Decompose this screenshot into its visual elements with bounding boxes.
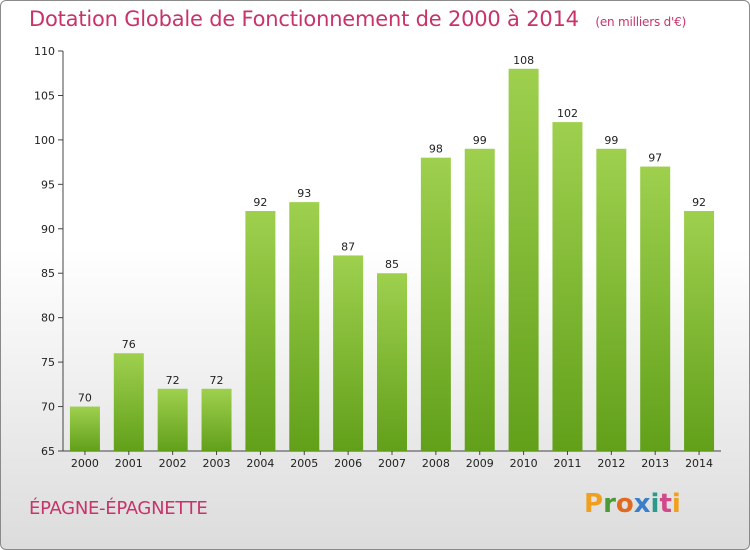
bar xyxy=(377,273,407,451)
bar-value-label: 76 xyxy=(122,338,136,351)
bar-value-label: 92 xyxy=(692,196,706,209)
bar xyxy=(245,211,276,451)
y-tick-label: 65 xyxy=(41,445,55,458)
x-tick-label: 2012 xyxy=(597,457,625,470)
x-tick-label: 2004 xyxy=(246,457,274,470)
chart-unit: (en milliers d'€) xyxy=(595,15,687,29)
bar xyxy=(201,388,232,451)
bar xyxy=(69,406,100,451)
x-tick-label: 2005 xyxy=(290,457,318,470)
bar xyxy=(508,68,539,452)
chart-title: Dotation Globale de Fonctionnement de 20… xyxy=(29,7,686,31)
x-tick-label: 2003 xyxy=(203,457,231,470)
x-tick-label: 2001 xyxy=(115,457,143,470)
x-tick-label: 2007 xyxy=(378,457,406,470)
bar-value-label: 93 xyxy=(297,187,311,200)
x-tick-label: 2013 xyxy=(641,457,669,470)
bar xyxy=(289,202,320,451)
logo-letter: i xyxy=(671,489,681,519)
bar-value-label: 99 xyxy=(604,134,618,147)
chart-axes: 65 70 75 80 85 90 95 100 105 110 2000 2001 2002 2003 2… xyxy=(34,45,721,470)
y-tick-label: 70 xyxy=(41,401,55,414)
x-tick-label: 2009 xyxy=(466,457,494,470)
commune-name: ÉPAGNE-ÉPAGNETTE xyxy=(29,498,208,519)
chart-bars: 70 76 72 72 92 93 87 85 98 99 108 102 99 97 92 xyxy=(69,54,715,452)
bar-value-label: 108 xyxy=(513,54,534,67)
bar-value-label: 92 xyxy=(253,196,267,209)
y-tick-label: 105 xyxy=(34,89,55,102)
bar xyxy=(596,148,627,451)
y-tick-label: 80 xyxy=(41,312,55,325)
logo-letter: i xyxy=(650,489,660,519)
bar xyxy=(333,255,364,451)
y-tick-label: 75 xyxy=(41,356,55,369)
logo-letter: t xyxy=(659,489,672,519)
logo-letter: P xyxy=(584,489,604,519)
bar xyxy=(552,122,583,451)
bar-value-label: 72 xyxy=(166,374,180,387)
logo-letter: x xyxy=(633,489,651,519)
y-tick-label: 90 xyxy=(41,223,55,236)
x-tick-label: 2011 xyxy=(553,457,581,470)
x-tick-label: 2014 xyxy=(685,457,713,470)
chart-title-text: Dotation Globale de Fonctionnement de 20… xyxy=(29,7,579,31)
bar-value-label: 99 xyxy=(473,134,487,147)
bar-value-label: 72 xyxy=(210,374,224,387)
x-tick-label: 2000 xyxy=(71,457,99,470)
bar-value-label: 70 xyxy=(78,392,92,405)
bar xyxy=(157,388,188,451)
bar xyxy=(464,148,495,451)
bar xyxy=(684,211,715,451)
bar xyxy=(113,353,144,451)
y-tick-label: 100 xyxy=(34,134,55,147)
logo-letter: r xyxy=(603,489,616,519)
y-tick-label: 95 xyxy=(41,178,55,191)
x-tick-label: 2002 xyxy=(159,457,187,470)
bar xyxy=(640,166,671,452)
bar-value-label: 97 xyxy=(648,152,662,165)
y-tick-label: 110 xyxy=(34,45,55,58)
logo-letter: o xyxy=(615,489,634,519)
bar-value-label: 87 xyxy=(341,240,355,253)
bar-value-label: 85 xyxy=(385,258,399,271)
bar-value-label: 102 xyxy=(557,107,578,120)
bar-value-label: 98 xyxy=(429,143,443,156)
x-tick-label: 2006 xyxy=(334,457,362,470)
x-tick-label: 2008 xyxy=(422,457,450,470)
bar xyxy=(420,157,451,451)
y-tick-label: 85 xyxy=(41,267,55,280)
proxiti-logo: Proxiti xyxy=(584,489,681,519)
x-tick-label: 2010 xyxy=(510,457,538,470)
